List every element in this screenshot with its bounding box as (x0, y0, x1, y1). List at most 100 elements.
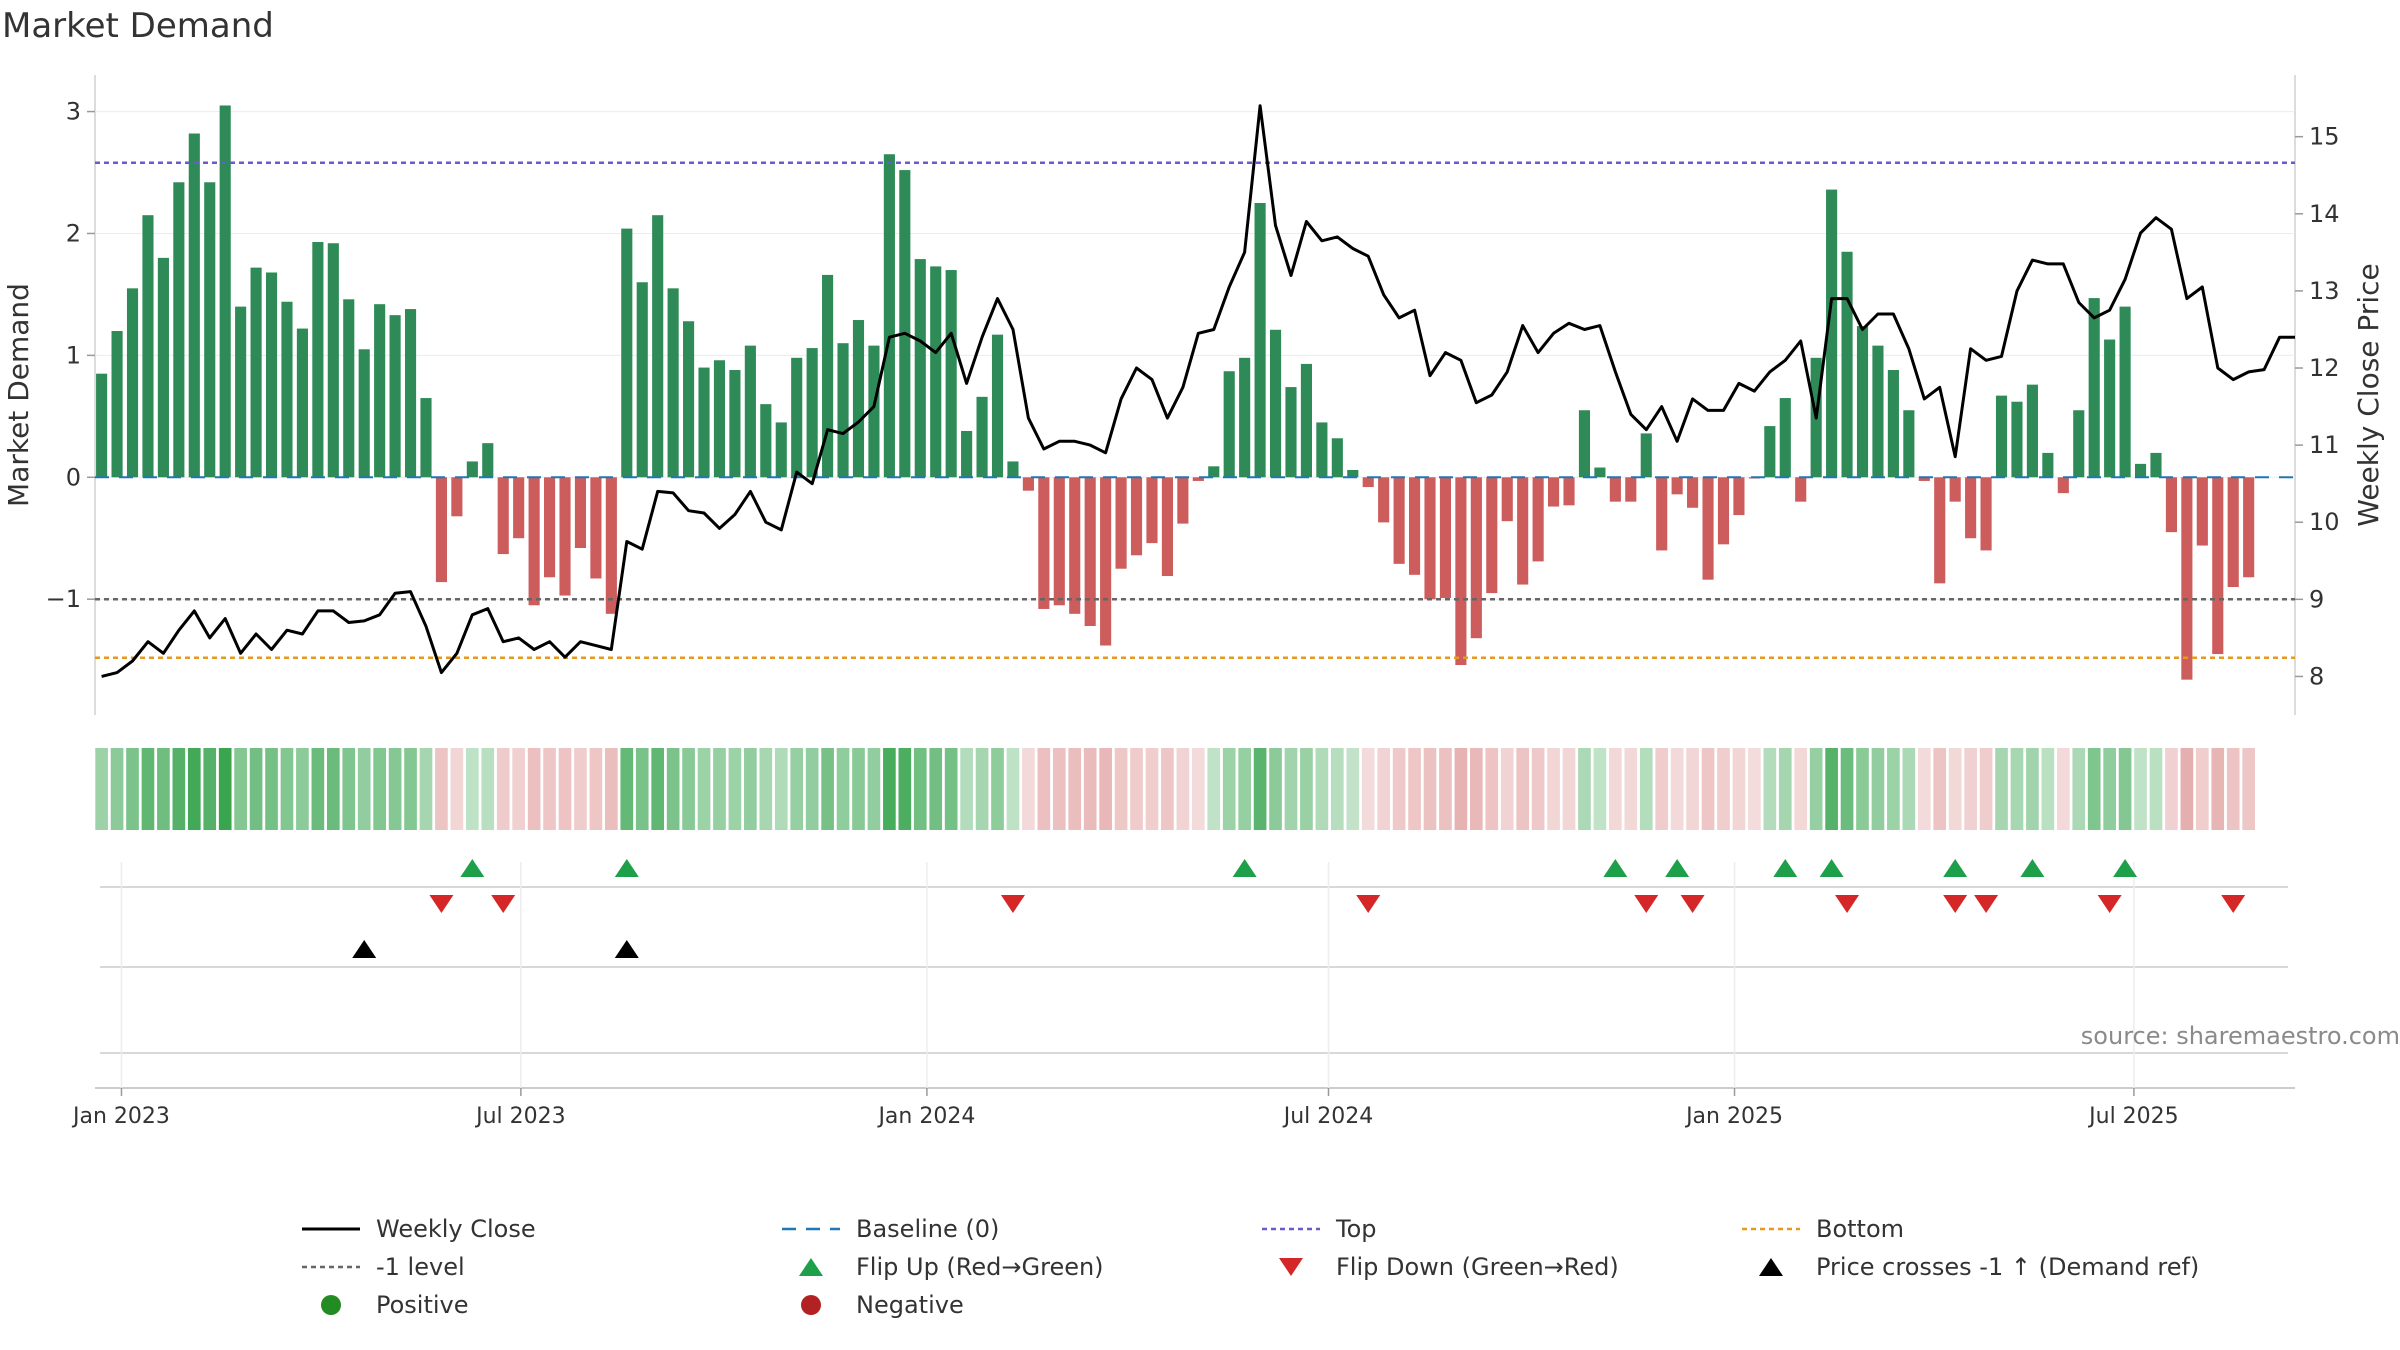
heat-cell (1006, 748, 1020, 830)
demand-bar (683, 321, 695, 478)
demand-bar (744, 345, 756, 478)
heat-cell (450, 748, 464, 830)
heat-cell (1145, 748, 1159, 830)
legend-swatch (799, 1258, 823, 1276)
demand-bar (1393, 477, 1405, 564)
heat-cell (883, 748, 896, 830)
heat-cell (373, 748, 386, 830)
demand-bar (1269, 329, 1282, 478)
demand-bar (466, 461, 478, 478)
heat-cell (620, 748, 634, 830)
legend-swatch-shape (801, 1295, 821, 1315)
heat-cell (2180, 748, 2194, 830)
legend-swatch (801, 1295, 821, 1315)
heat-cell (481, 748, 495, 830)
x-tick-label: Jan 2025 (1684, 1104, 1783, 1129)
demand-bar (281, 301, 293, 478)
demand-bar (1439, 477, 1452, 598)
demand-bar (729, 370, 741, 478)
legend-label: Flip Down (Green→Red) (1336, 1253, 1619, 1281)
legend-item-bottom: Bottom (1740, 1210, 2260, 1248)
demand-bar (497, 477, 509, 555)
demand-bar (513, 477, 525, 539)
demand-bar (296, 328, 308, 478)
demand-bar (1130, 477, 1143, 556)
heat-cell (589, 748, 603, 830)
y-tick-label: 1 (66, 341, 81, 369)
demand-bar (806, 348, 818, 478)
heat-cell (991, 748, 1004, 830)
heat-cell (1902, 748, 1916, 830)
demand-bar (1826, 189, 1838, 478)
y-tick-label: −1 (46, 585, 81, 613)
demand-bar (1378, 477, 1390, 523)
flip-down-marker (491, 895, 516, 913)
demand-bar (698, 367, 710, 478)
legend-item-top: Top (1260, 1210, 1740, 1248)
legend-label: Negative (856, 1291, 964, 1319)
source-label: source: sharemaestro.com (2080, 1022, 2400, 1050)
demand-bar (1300, 363, 1312, 478)
heat-cell (218, 748, 232, 830)
demand-bar (1717, 477, 1730, 545)
demand-bar (1347, 469, 1359, 478)
heat-cell (1392, 748, 1406, 830)
legend-item-negative_dot: Negative (780, 1286, 1260, 1324)
demand-bar (1609, 477, 1621, 502)
demand-bar (930, 266, 942, 478)
demand-bar (250, 267, 262, 478)
heat-cell (496, 748, 510, 830)
legend-swatch-shape (1279, 1258, 1303, 1276)
heat-cell (280, 748, 294, 830)
heat-cell (1485, 748, 1499, 830)
y2-tick-label: 10 (2309, 508, 2340, 536)
legend-swatch-shape (321, 1295, 341, 1315)
y2-tick-label: 9 (2309, 585, 2324, 613)
demand-bar (621, 228, 633, 478)
flip-up-marker (1773, 859, 1798, 877)
heat-cell (2026, 748, 2039, 830)
demand-bar (374, 304, 386, 478)
legend-item-flip_up: Flip Up (Red→Green) (780, 1248, 1260, 1286)
demand-bar (2181, 477, 2193, 680)
x-tick-label: Jul 2025 (2087, 1104, 2179, 1129)
heat-cell (1207, 748, 1221, 830)
demand-bar (1795, 477, 1807, 502)
heat-cell (326, 748, 340, 830)
y-axis-label: Market Demand (2, 283, 35, 507)
flip-down-marker (1000, 895, 1025, 913)
y2-tick-label: 11 (2309, 431, 2340, 459)
heat-cell (1083, 748, 1097, 830)
heat-cell (867, 748, 881, 830)
demand-bar (235, 306, 247, 478)
heat-cell (960, 748, 973, 830)
heat-cell (1516, 748, 1530, 830)
heat-cell (913, 748, 927, 830)
heat-cell (1130, 748, 1143, 830)
y2-tick-label: 8 (2309, 662, 2324, 690)
heat-cell (558, 748, 572, 830)
demand-bar (1656, 477, 1668, 551)
heat-cell (157, 748, 170, 830)
flip-up-marker (614, 859, 639, 877)
demand-bar (528, 477, 540, 606)
demand-bar (1934, 477, 1946, 584)
heat-cell (357, 748, 371, 830)
demand-bar (868, 345, 880, 478)
demand-bar (343, 299, 355, 478)
demand-bar (961, 430, 973, 478)
heat-cell (2134, 748, 2147, 830)
demand-bar (1980, 477, 1992, 551)
demand-bar (1965, 477, 1977, 539)
heat-cell (1609, 748, 1622, 830)
demand-bar (1702, 477, 1714, 580)
demand-bar (1254, 203, 1266, 478)
demand-bar (574, 477, 587, 548)
demand-bar (1208, 466, 1220, 478)
heat-cell (1748, 748, 1761, 830)
demand-bar (2011, 401, 2023, 478)
legend-item-baseline: Baseline (0) (780, 1210, 1260, 1248)
demand-bar (914, 259, 926, 478)
heat-cell (1253, 748, 1267, 830)
heat-cell (1856, 748, 1869, 830)
